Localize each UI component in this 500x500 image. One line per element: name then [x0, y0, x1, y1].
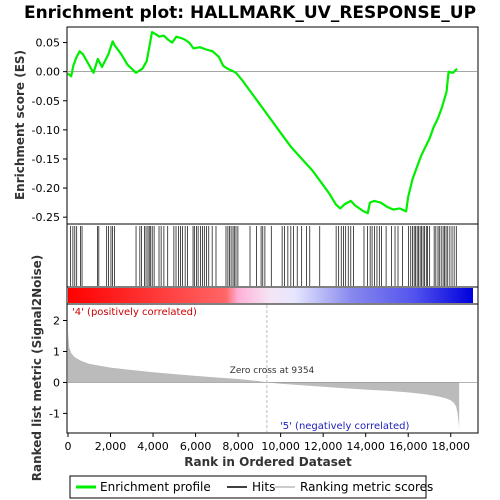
- metric-y-tick-label: 1: [53, 345, 60, 358]
- es-y-tick-label: -0.15: [32, 153, 60, 166]
- legend: Enrichment profile Hits Ranking metric s…: [69, 475, 433, 499]
- metric-y-tick-label: 0: [53, 376, 60, 389]
- enrichment-profile-line: [67, 30, 458, 215]
- x-tick-label: 6,000: [180, 440, 212, 453]
- x-tick-label: 4,000: [137, 440, 169, 453]
- es-y-axis-title: Enrichment score (ES): [13, 50, 27, 200]
- es-y-tick-label: -0.20: [32, 182, 60, 195]
- zero-cross-label: Zero cross at 9354: [230, 366, 315, 376]
- es-y-tick-label: 0.05: [36, 37, 61, 50]
- x-tick-label: 16,000: [389, 440, 428, 453]
- legend-box: [69, 475, 427, 499]
- x-tick-label: 10,000: [261, 440, 300, 453]
- ranked-list-heatmap-bar: [68, 288, 473, 303]
- metric-y-axis-title: Ranked list metric (Signal2Noise): [30, 255, 44, 482]
- x-axis-title: Rank in Ordered Dataset: [184, 455, 352, 469]
- chart-title: Enrichment plot: HALLMARK_UV_RESPONSE_UP: [24, 3, 476, 23]
- es-y-tick-label: -0.10: [32, 124, 60, 137]
- es-y-tick-label: -0.25: [32, 211, 60, 224]
- x-tick-label: 12,000: [304, 440, 343, 453]
- x-tick-label: 2,000: [95, 440, 127, 453]
- metric-y-tick-label: -1: [49, 407, 60, 420]
- ranking-metric-area: [68, 331, 460, 429]
- legend-profile-label: Enrichment profile: [100, 480, 211, 494]
- legend-hits-label: Hits: [252, 480, 275, 494]
- x-tick-label: 0: [65, 440, 72, 453]
- legend-metric-label: Ranking metric scores: [300, 480, 433, 494]
- negative-correlation-label: '5' (negatively correlated): [280, 421, 409, 432]
- x-tick-label: 8,000: [222, 440, 254, 453]
- metric-y-tick-label: 2: [53, 314, 60, 327]
- metric-panel-frame: [66, 303, 479, 434]
- es-y-tick-label: -0.05: [32, 95, 60, 108]
- x-tick-label: 18,000: [431, 440, 470, 453]
- es-y-tick-label: 0.00: [36, 66, 61, 79]
- x-tick-label: 14,000: [346, 440, 385, 453]
- positive-correlation-label: '4' (positively correlated): [72, 307, 197, 318]
